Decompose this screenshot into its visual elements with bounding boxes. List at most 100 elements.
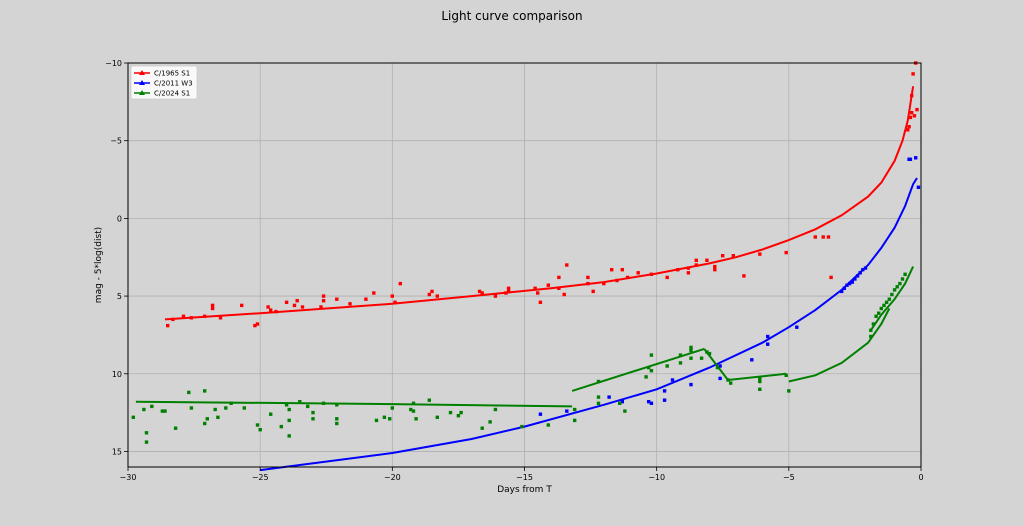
point-c-2011-w3 — [766, 342, 770, 346]
point-c-2024-s1 — [869, 334, 873, 339]
x-tick-label: 0 — [918, 473, 923, 482]
point-c-1965-s1 — [686, 271, 691, 275]
point-c-1965-s1 — [784, 250, 788, 255]
point-c-2024-s1 — [787, 389, 791, 393]
point-c-1965-s1 — [319, 305, 323, 309]
point-c-2024-s1 — [284, 403, 289, 407]
point-c-2024-s1 — [520, 424, 524, 429]
point-c-2024-s1 — [758, 387, 762, 391]
point-c-2024-s1 — [306, 404, 310, 409]
fit-curves — [135, 86, 918, 472]
point-c-1965-s1 — [210, 303, 215, 308]
point-c-1965-s1 — [348, 302, 352, 306]
point-c-2024-s1 — [871, 322, 876, 326]
point-c-2024-s1 — [189, 406, 194, 410]
x-axis-ticks: −30 −25 −20 −15 −10 −5 0 — [120, 467, 924, 482]
y-tick-label: −10 — [105, 59, 122, 68]
point-c-1965-s1 — [203, 314, 207, 318]
point-c-1965-s1 — [335, 297, 339, 301]
x-axis-label: Days from T — [497, 485, 552, 495]
point-c-2024-s1 — [665, 364, 669, 368]
point-c-2011-w3 — [840, 289, 844, 294]
point-c-2024-s1 — [705, 350, 709, 354]
point-c-2011-w3 — [670, 378, 675, 382]
point-c-2011-w3 — [861, 268, 865, 272]
point-c-2024-s1 — [448, 410, 453, 415]
point-c-1965-s1 — [269, 308, 273, 312]
point-c-2024-s1 — [229, 401, 233, 405]
point-c-2024-s1 — [874, 314, 878, 318]
point-c-1965-s1 — [506, 286, 511, 290]
point-c-2024-s1 — [689, 348, 693, 353]
point-c-2024-s1 — [573, 418, 577, 423]
point-c-2011-w3 — [538, 412, 543, 416]
point-c-1965-s1 — [586, 275, 590, 280]
point-c-2024-s1 — [758, 376, 762, 381]
x-tick-label: −20 — [384, 473, 401, 482]
point-c-2024-s1 — [699, 356, 704, 360]
point-c-1965-s1 — [477, 289, 482, 294]
point-c-2024-s1 — [388, 417, 392, 421]
point-c-2024-s1 — [459, 410, 463, 415]
point-c-2024-s1 — [435, 415, 439, 419]
legend-marker-c-2024-s1 — [139, 90, 145, 95]
point-c-1965-s1 — [255, 322, 260, 326]
point-c-1965-s1 — [538, 300, 543, 304]
point-c-2024-s1 — [173, 426, 178, 430]
point-c-1965-s1 — [171, 317, 175, 322]
point-c-2024-s1 — [142, 407, 146, 412]
point-c-1965-s1 — [430, 289, 434, 294]
point-c-1965-s1 — [390, 294, 394, 298]
point-c-1965-s1 — [907, 125, 911, 129]
y-axis-label: mag - 5*log(dist) — [94, 227, 104, 303]
point-c-2024-s1 — [144, 431, 149, 435]
point-c-1965-s1 — [694, 263, 698, 267]
point-c-1965-s1 — [610, 268, 614, 272]
point-c-2024-s1 — [689, 345, 693, 350]
point-c-1965-s1 — [649, 272, 654, 276]
point-c-2024-s1 — [623, 409, 627, 413]
point-c-1965-s1 — [562, 292, 566, 297]
point-c-2011-w3 — [649, 401, 654, 405]
point-c-1965-s1 — [705, 258, 709, 262]
point-c-2011-w3 — [855, 274, 860, 278]
point-c-2011-w3 — [620, 400, 624, 404]
point-c-1965-s1 — [300, 305, 305, 309]
point-c-2024-s1 — [374, 418, 379, 423]
point-c-2024-s1 — [427, 398, 431, 402]
point-c-2024-s1 — [269, 412, 273, 416]
point-c-1965-s1 — [393, 300, 397, 304]
point-c-2011-w3 — [766, 334, 770, 339]
point-c-2024-s1 — [205, 417, 209, 421]
point-c-1965-s1 — [620, 268, 624, 272]
point-c-1965-s1 — [665, 275, 669, 280]
x-tick-label: −5 — [783, 473, 795, 482]
point-c-1965-s1 — [435, 294, 439, 298]
fit-line-c-2011-w3 — [260, 177, 918, 472]
point-c-1965-s1 — [742, 274, 746, 278]
point-c-1965-s1 — [504, 291, 508, 295]
y-axis-ticks: −10 −5 0 5 10 15 — [105, 59, 128, 456]
point-c-1965-s1 — [266, 305, 270, 309]
point-c-2024-s1 — [618, 401, 622, 405]
point-c-1965-s1 — [253, 323, 257, 328]
fit-segment-c-2024-s1 — [727, 372, 787, 381]
point-c-1965-s1 — [625, 275, 630, 280]
point-c-2024-s1 — [707, 351, 712, 356]
point-c-2024-s1 — [644, 375, 648, 379]
point-c-2024-s1 — [758, 379, 762, 384]
x-tick-label: −30 — [120, 473, 137, 482]
chart-title: Light curve comparison — [441, 9, 582, 23]
point-c-2024-s1 — [493, 407, 498, 412]
point-c-1965-s1 — [686, 266, 691, 270]
point-c-2024-s1 — [729, 381, 733, 385]
point-c-2011-w3 — [607, 395, 611, 399]
point-c-1965-s1 — [292, 303, 297, 308]
point-c-2011-w3 — [863, 266, 868, 270]
point-c-1965-s1 — [536, 291, 540, 295]
point-c-2024-s1 — [890, 292, 894, 297]
point-c-2024-s1 — [411, 409, 416, 413]
legend: C/1965 S1 C/2011 W3 C/2024 S1 — [130, 65, 198, 100]
point-c-2024-s1 — [869, 328, 873, 332]
